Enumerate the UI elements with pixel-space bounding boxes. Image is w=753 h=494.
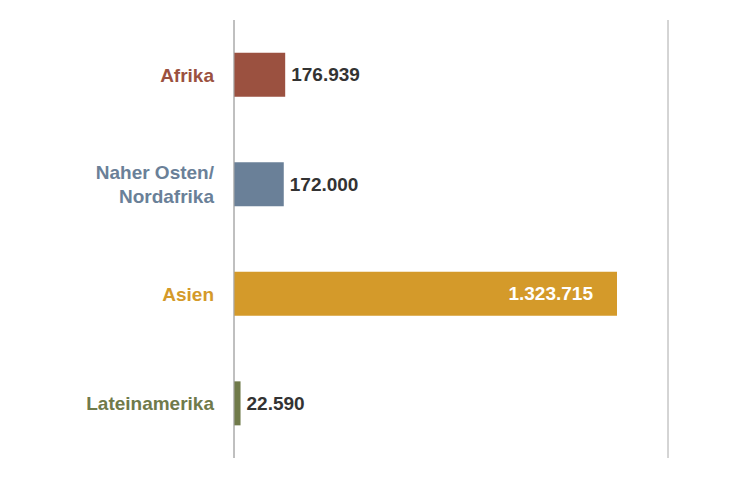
svg-text:1.323.715: 1.323.715: [508, 283, 593, 304]
svg-text:Afrika: Afrika: [160, 64, 214, 85]
svg-text:176.939: 176.939: [291, 64, 360, 85]
svg-text:22.590: 22.590: [247, 393, 305, 414]
svg-text:Asien: Asien: [162, 283, 214, 304]
svg-text:Naher Osten/Nordafrika: Naher Osten/Nordafrika: [96, 162, 215, 207]
svg-text:Lateinamerika: Lateinamerika: [86, 393, 214, 414]
svg-text:172.000: 172.000: [290, 174, 359, 195]
